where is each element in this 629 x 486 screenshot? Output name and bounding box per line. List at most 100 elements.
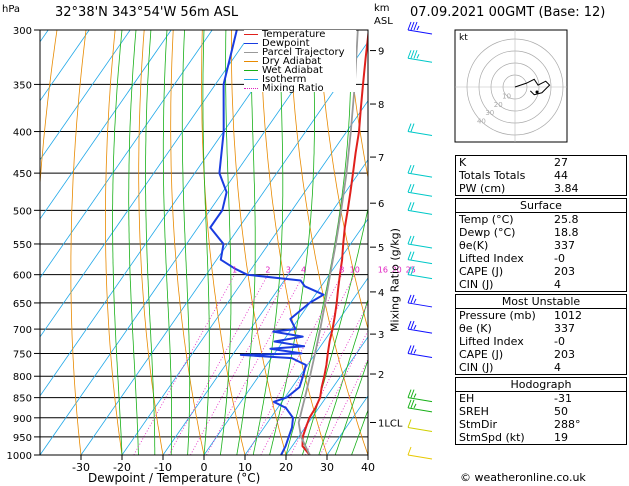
- wind-barb-staff: [407, 426, 433, 432]
- indices-label: CAPE (J): [459, 348, 504, 361]
- wind-barb: [407, 184, 433, 197]
- wind-barb: [407, 266, 433, 280]
- isotherm: [203, 218, 368, 455]
- wind-barb-half-flag: [413, 403, 417, 409]
- wind-barb-staff: [407, 397, 433, 403]
- indices-row: Totals Totals 44: [458, 169, 624, 182]
- wind-barb-flag: [407, 50, 412, 59]
- wind-barb-flag: [410, 184, 415, 193]
- pressure-tick-label: 650: [13, 299, 32, 310]
- wind-barb: [407, 21, 433, 35]
- legend-item: Dewpoint: [244, 38, 356, 49]
- wet-adiabat: [334, 358, 368, 455]
- wind-barb-flag: [407, 389, 412, 398]
- wind-barb-flag: [413, 21, 418, 31]
- wind-barb-half-flag: [413, 298, 417, 304]
- isotherm: [80, 41, 368, 455]
- indices-row: CIN (J) 4: [458, 278, 624, 291]
- x-axis-title: Dewpoint / Temperature (°C): [88, 471, 261, 485]
- wind-barb: [407, 399, 433, 413]
- wet-adiabat: [202, 30, 210, 455]
- wind-barb-flag: [410, 399, 415, 409]
- wet-adiabat: [220, 30, 232, 455]
- indices-row: Dewp (°C) 18.8: [458, 226, 624, 239]
- mixing-ratio-label: 20: [392, 266, 402, 275]
- mixing-ratio-label: 2: [265, 266, 270, 275]
- dry-adiabat: [201, 30, 246, 455]
- dry-adiabat: [70, 30, 87, 455]
- dry-adiabat: [105, 30, 123, 455]
- indices-row: SREH 50: [458, 405, 624, 418]
- legend-swatch: [244, 88, 258, 89]
- mixing-ratio-line: [305, 329, 368, 455]
- indices-label: CIN (J): [459, 278, 494, 291]
- wind-barb-flag: [407, 446, 412, 456]
- wet-adiabat: [112, 30, 123, 455]
- hodograph-ring-label: 40: [477, 118, 486, 126]
- indices-label: CIN (J): [459, 361, 494, 374]
- mixing-ratio-line: [206, 274, 304, 455]
- indices-label: Lifted Index: [459, 252, 524, 265]
- mixing-ratio-label: 8: [339, 266, 344, 275]
- temperature-tick-label: -20: [113, 461, 131, 474]
- indices-box: Hodograph EH -31 SREH 50 StmDir 288° StmSpd (kt…: [455, 377, 627, 445]
- legend-item: Wet Adiabat: [244, 65, 356, 76]
- dry-adiabat: [318, 30, 368, 331]
- wind-barb-staff: [407, 328, 433, 334]
- legend-swatch: [244, 34, 258, 35]
- pressure-tick-label: 700: [13, 325, 32, 336]
- indices-row: PW (cm) 3.84: [458, 182, 624, 195]
- km-tick-label: 9: [378, 47, 384, 58]
- km-tick-label: 1LCL: [378, 418, 403, 429]
- wind-barb: [407, 389, 433, 403]
- dry-adiabat: [138, 30, 164, 455]
- indices-section-title: Surface: [456, 199, 626, 213]
- indices-label: SREH: [459, 405, 489, 418]
- wind-barb-staff: [407, 243, 433, 249]
- wind-barb-flag: [410, 50, 415, 59]
- wet-adiabat: [181, 30, 191, 455]
- indices-value: 4: [554, 278, 561, 291]
- wind-barb-half-flag: [413, 349, 417, 354]
- indices-value: 203: [554, 348, 575, 361]
- mixing-ratio-axis-title: Mixing Ratio (g/kg): [388, 228, 402, 332]
- wind-barb-flag: [407, 164, 412, 174]
- indices-value: 288°: [554, 418, 581, 431]
- km-tick-label: 8: [378, 100, 384, 111]
- legend-swatch: [244, 43, 258, 44]
- legend-swatch: [244, 70, 258, 71]
- wind-barb-flag: [413, 50, 418, 59]
- hodograph-trace: [514, 78, 551, 96]
- wind-barb-flag: [407, 320, 412, 330]
- indices-value: 337: [554, 322, 575, 335]
- pressure-tick-label: 1000: [7, 451, 32, 462]
- wet-adiabat: [302, 206, 368, 455]
- wind-barb-flag: [407, 251, 412, 260]
- indices-box: Surface Temp (°C) 25.8 Dewp (°C) 18.8 θe(K) 33…: [455, 198, 627, 292]
- pressure-tick-label: 850: [13, 394, 32, 405]
- indices-panel: K 27 Totals Totals 44 PW (cm) 3.84 Surface Temp…: [455, 155, 627, 447]
- km-tick-label: 7: [378, 153, 384, 164]
- wind-barb-flag: [407, 294, 412, 304]
- wind-barb-flag: [407, 235, 412, 245]
- wind-barb-staff: [407, 191, 433, 197]
- legend-swatch: [244, 79, 258, 80]
- mixing-ratio-line: [190, 274, 289, 455]
- wind-barb-staff: [407, 352, 433, 358]
- chart-legend: Temperature Dewpoint Parcel Trajectory Dry …: [244, 28, 356, 94]
- indices-value: 18.8: [554, 226, 579, 239]
- wind-barb: [407, 251, 433, 265]
- indices-label: Temp (°C): [459, 213, 514, 226]
- wind-barb: [407, 419, 433, 432]
- wind-barb-staff: [407, 131, 433, 137]
- legend-label: Temperature: [262, 28, 326, 40]
- isotherm: [40, 30, 131, 161]
- legend-swatch: [244, 61, 258, 62]
- hodograph-ring-label: 20: [494, 101, 503, 109]
- indices-row: StmDir 288°: [458, 418, 624, 431]
- legend-label: Dry Adiabat: [262, 55, 322, 67]
- wind-barb-flag: [407, 123, 412, 132]
- indices-section-title: Hodograph: [456, 378, 626, 392]
- isotherm: [244, 277, 368, 455]
